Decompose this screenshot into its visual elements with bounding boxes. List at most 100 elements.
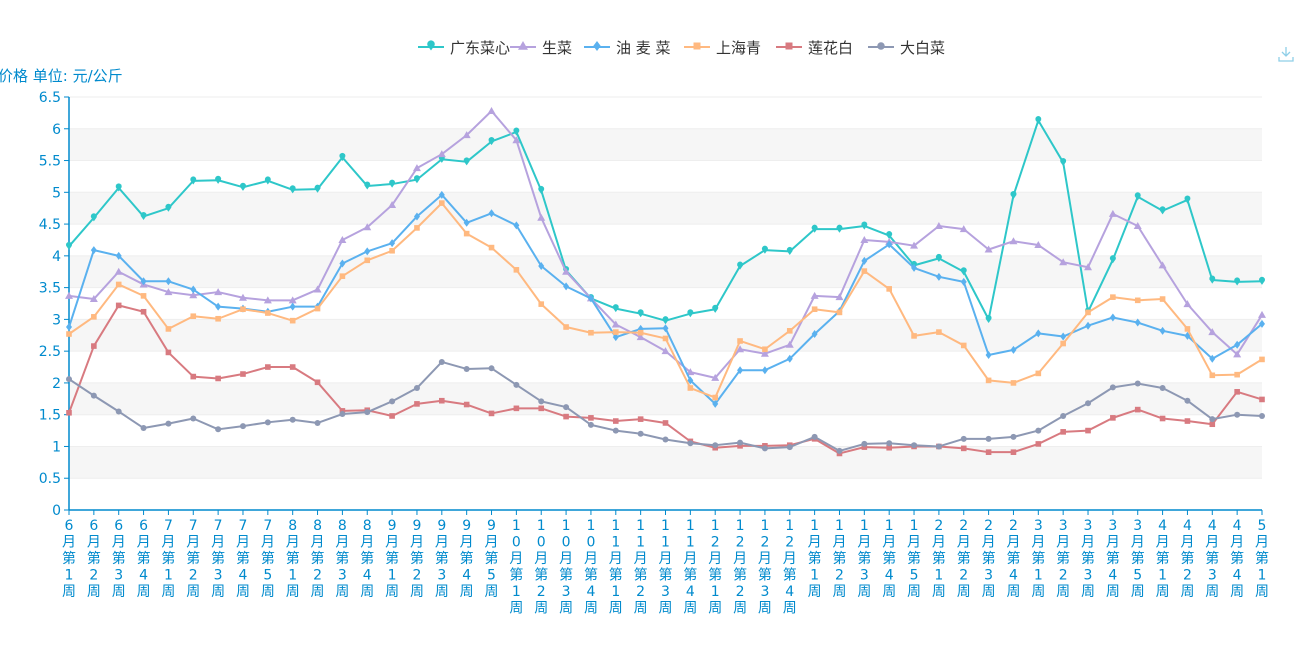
data-point — [339, 273, 346, 279]
data-point — [339, 152, 346, 161]
data-point — [811, 306, 818, 313]
data-point — [289, 364, 296, 370]
data-point — [439, 397, 445, 404]
data-point — [1184, 418, 1191, 424]
data-point — [338, 235, 347, 243]
series-lines — [65, 106, 1266, 457]
data-point — [263, 296, 272, 304]
data-point — [960, 435, 967, 442]
x-tick-label: 7 月第 4 周 — [236, 518, 250, 600]
x-tick-label: 8 月第 3 周 — [335, 518, 349, 600]
data-point — [687, 309, 694, 318]
data-point — [313, 285, 322, 293]
x-tick-label: 1 1 月第 1 周 — [609, 518, 623, 617]
data-point — [115, 408, 122, 415]
x-tick-label: 1 1 月第 3 周 — [659, 518, 673, 617]
data-point — [265, 364, 271, 370]
data-point — [339, 408, 346, 414]
data-point — [1109, 313, 1116, 322]
grid-band — [69, 192, 1262, 225]
data-point — [563, 282, 570, 291]
y-tick-label: 6 — [52, 122, 61, 138]
data-point — [314, 184, 321, 193]
legend-item[interactable]: 莲花白 — [776, 39, 853, 57]
series-0 — [66, 116, 1265, 325]
y-tick-label: 5 — [52, 185, 61, 201]
data-point — [811, 329, 818, 338]
series-5 — [66, 358, 1265, 454]
data-point — [960, 342, 967, 349]
data-point — [214, 288, 223, 296]
data-point — [836, 224, 843, 233]
data-point — [686, 368, 695, 376]
data-point — [737, 338, 743, 344]
data-point — [662, 436, 669, 443]
data-point — [1060, 332, 1067, 341]
x-tick-label: 1 月第 2 周 — [832, 518, 846, 600]
data-point — [314, 305, 321, 312]
data-point — [389, 247, 395, 254]
data-point — [1010, 345, 1017, 354]
data-point — [1159, 206, 1166, 215]
data-point — [438, 358, 445, 365]
data-point — [785, 340, 794, 348]
legend-item[interactable]: 上海青 — [684, 39, 761, 57]
data-point — [1035, 329, 1042, 338]
data-point — [114, 267, 123, 275]
legend-item[interactable]: 油 麦 菜 — [584, 39, 671, 57]
data-point — [314, 419, 321, 426]
data-point — [737, 443, 743, 449]
data-point — [240, 371, 246, 377]
data-point — [861, 221, 868, 230]
data-point — [364, 409, 371, 416]
data-point — [1059, 258, 1068, 266]
legend-item[interactable]: 大白菜 — [868, 39, 945, 57]
x-tick-label: 7 月第 2 周 — [186, 518, 200, 600]
legend[interactable]: 广东菜心 生菜 油 麦 菜 上海青 莲花白 大白菜 — [418, 39, 945, 57]
data-point — [588, 329, 594, 336]
data-point — [463, 218, 470, 227]
legend-label: 上海青 — [716, 39, 761, 57]
data-point — [91, 343, 97, 349]
y-axis: 0 0.5 1 1.5 2 2.5 3 3.5 4 4.5 5 5.5 6 6.5 — [39, 90, 70, 519]
data-point — [1209, 354, 1216, 363]
y-tick-label: 6.5 — [39, 90, 61, 106]
legend-item[interactable]: 广东菜心 — [418, 39, 510, 57]
y-tick-label: 3.5 — [39, 281, 61, 297]
data-point — [1259, 319, 1265, 328]
data-point — [935, 443, 942, 450]
legend-item[interactable]: 生菜 — [510, 39, 572, 57]
data-point — [1233, 350, 1242, 358]
data-point — [115, 281, 122, 288]
data-point — [389, 413, 395, 419]
data-point — [488, 209, 495, 218]
data-point — [861, 440, 868, 447]
data-point — [985, 377, 992, 384]
data-point — [612, 333, 619, 342]
data-point — [1110, 415, 1116, 421]
data-point — [611, 320, 620, 328]
data-point — [1035, 116, 1042, 125]
x-tick-label: 1 月第 4 周 — [882, 518, 896, 600]
data-point — [264, 176, 271, 185]
data-point — [1010, 433, 1017, 440]
x-tick-label: 6 月第 1 周 — [62, 518, 76, 600]
x-tick-label: 6 月第 4 周 — [137, 518, 151, 600]
data-point — [1258, 310, 1266, 318]
data-point — [1184, 195, 1191, 204]
data-point — [289, 302, 296, 311]
data-point — [1085, 309, 1091, 316]
data-point — [737, 366, 744, 375]
data-point — [662, 316, 669, 325]
data-point — [488, 365, 495, 372]
data-point — [636, 333, 645, 341]
data-point — [1234, 340, 1241, 349]
data-point — [288, 296, 297, 304]
data-point — [538, 262, 545, 271]
data-point — [412, 164, 421, 172]
x-tick-label: 3 月第 1 周 — [1031, 518, 1045, 600]
download-icon[interactable] — [1276, 44, 1296, 64]
data-point — [1234, 371, 1240, 378]
data-point — [985, 435, 992, 442]
